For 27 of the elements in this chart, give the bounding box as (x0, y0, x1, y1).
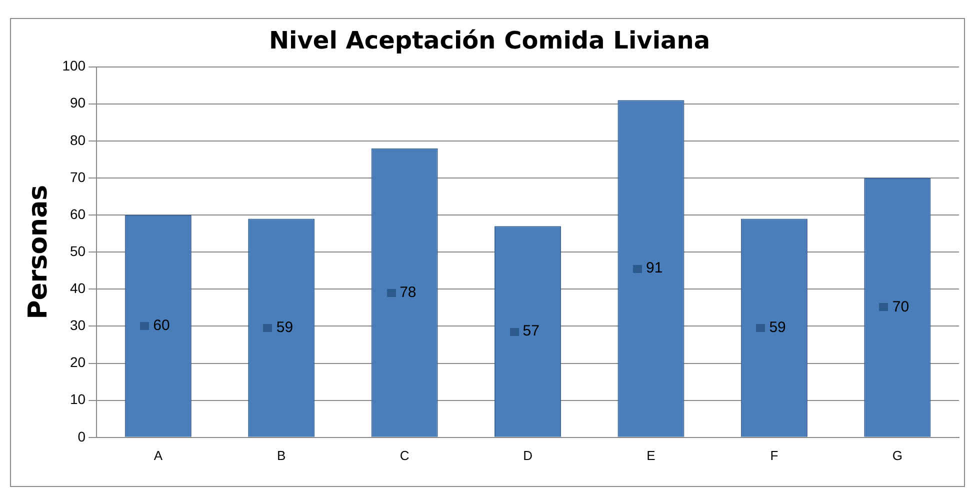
data-label: 57 (522, 322, 540, 340)
y-tick-label: 100 (62, 58, 86, 74)
x-tick-label: B (277, 448, 286, 463)
y-tick-label: 40 (70, 280, 86, 296)
x-tick-label: E (646, 448, 656, 463)
y-tick-label: 30 (70, 317, 86, 334)
data-label: 78 (400, 284, 416, 301)
data-label: 59 (276, 318, 294, 336)
x-tick-label: D (523, 448, 532, 463)
data-label: 60 (153, 317, 170, 334)
y-tick-label: 80 (70, 132, 86, 148)
y-tick-label: 50 (70, 242, 86, 259)
y-tick-label: 70 (70, 168, 86, 185)
data-label: 91 (646, 260, 663, 277)
y-tick-label: 20 (70, 354, 86, 370)
chart-title: Nivel Aceptación Comida Liviana (268, 26, 710, 55)
y-tick-label: 60 (70, 206, 86, 222)
data-label: 70 (892, 298, 910, 316)
y-tick-label: 10 (70, 391, 86, 408)
x-tick-label: F (770, 448, 778, 463)
y-axis-title: Personas (23, 184, 54, 320)
data-label: 59 (769, 318, 786, 336)
y-tick-label: 90 (70, 94, 86, 111)
x-tick-label: G (892, 448, 902, 463)
x-tick-label: A (154, 448, 163, 463)
y-tick-label: 0 (78, 428, 86, 444)
x-tick-label: C (400, 448, 410, 463)
